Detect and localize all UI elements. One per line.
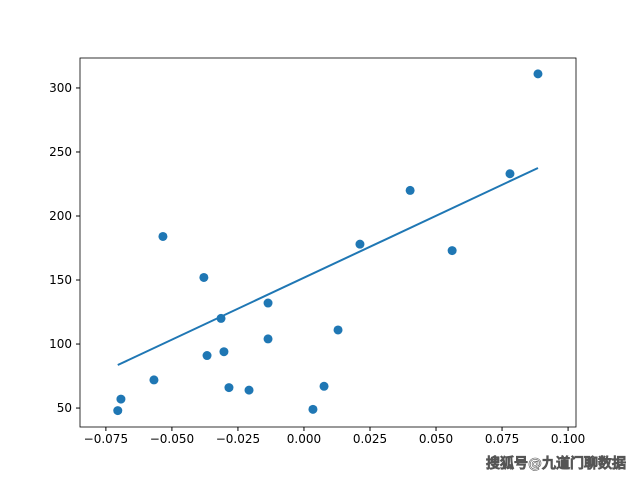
point — [113, 406, 123, 416]
point — [533, 69, 543, 79]
point — [447, 246, 457, 256]
point — [202, 351, 212, 361]
fit-line — [117, 167, 539, 366]
point — [149, 375, 159, 385]
point — [224, 383, 234, 393]
point — [263, 298, 273, 308]
y-tick-label: 150 — [49, 273, 72, 287]
y-tick-label: 100 — [49, 337, 72, 351]
watermark: 搜狐号@九道门聊数据 — [486, 455, 626, 472]
point — [308, 404, 318, 414]
point — [158, 231, 168, 241]
y-tick-label: 300 — [49, 81, 72, 95]
point — [405, 185, 415, 195]
x-tick-label: −0.050 — [150, 432, 194, 446]
x-tick-label: 0.100 — [551, 432, 585, 446]
point — [355, 239, 365, 249]
point — [219, 347, 229, 357]
point — [333, 325, 343, 335]
point — [216, 313, 226, 323]
point — [244, 385, 254, 395]
plot-frame — [79, 57, 577, 428]
point — [319, 381, 329, 391]
x-tick-label: −0.025 — [216, 432, 260, 446]
x-tick-label: 0.025 — [353, 432, 387, 446]
x-tick-label: 0.000 — [287, 432, 321, 446]
y-tick-label: 50 — [57, 401, 72, 415]
point — [263, 334, 273, 344]
point — [505, 169, 515, 179]
y-tick-label: 250 — [49, 145, 72, 159]
point — [199, 272, 209, 282]
point — [116, 394, 126, 404]
x-tick-label: 0.075 — [485, 432, 519, 446]
y-tick-label: 200 — [49, 209, 72, 223]
x-tick-label: −0.075 — [84, 432, 128, 446]
x-tick-label: 0.050 — [419, 432, 453, 446]
